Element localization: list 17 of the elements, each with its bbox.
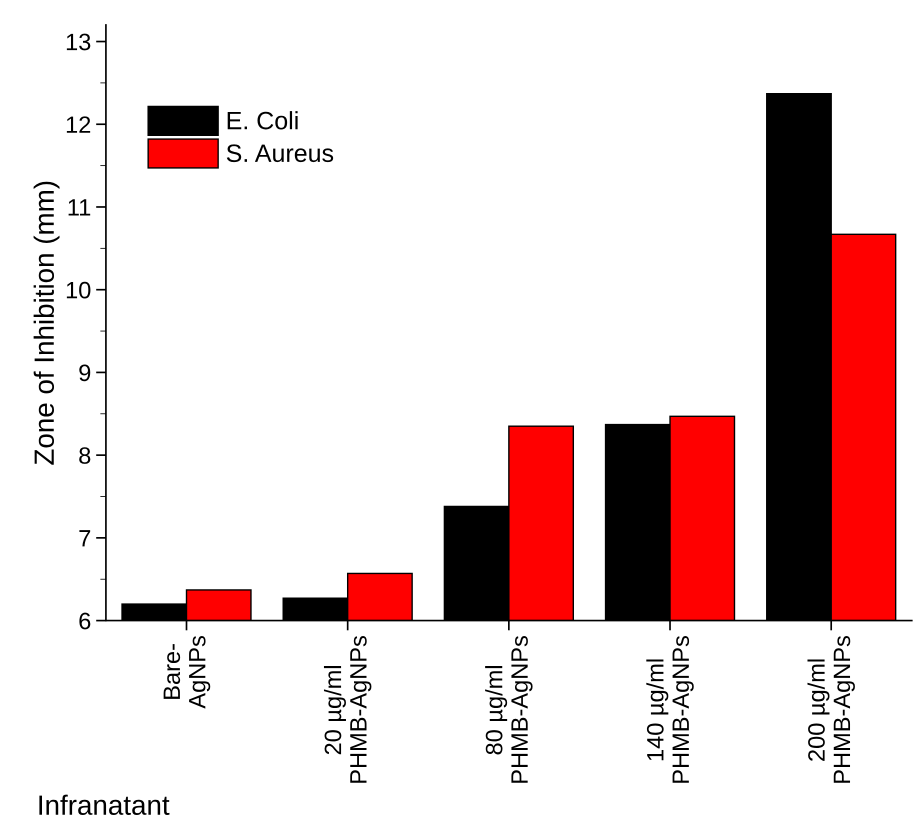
x-tick-label: 80 µg/ml PHMB-AgNPs [485, 636, 533, 783]
y-tick-label: 10 [66, 282, 90, 298]
y-tick-label: 12 [66, 116, 90, 133]
y-tick-label: 11 [68, 199, 90, 216]
y-axis-title: Zone of Inhibition (mm) [34, 182, 60, 465]
legend-label: E. Coli [228, 111, 298, 130]
y-tick-label: 9 [79, 364, 90, 382]
x-tick-label: Bare- AgNPs [164, 636, 210, 709]
x-tick-label: 20 µg/ml PHMB-AgNPs [324, 636, 372, 783]
x-tick-label: 200 µg/ml PHMB-AgNPs [807, 636, 855, 783]
y-tick-label: 7 [79, 530, 90, 546]
y-tick-label: 8 [79, 447, 90, 464]
legend-label: S. Aureus [226, 144, 334, 162]
y-tick-label: 6 [79, 612, 90, 630]
text: Infranatant [39, 794, 170, 816]
y-tick-label: 13 [66, 34, 90, 50]
x-tick-label: 140 µg/ml PHMB-AgNPs [646, 636, 694, 783]
